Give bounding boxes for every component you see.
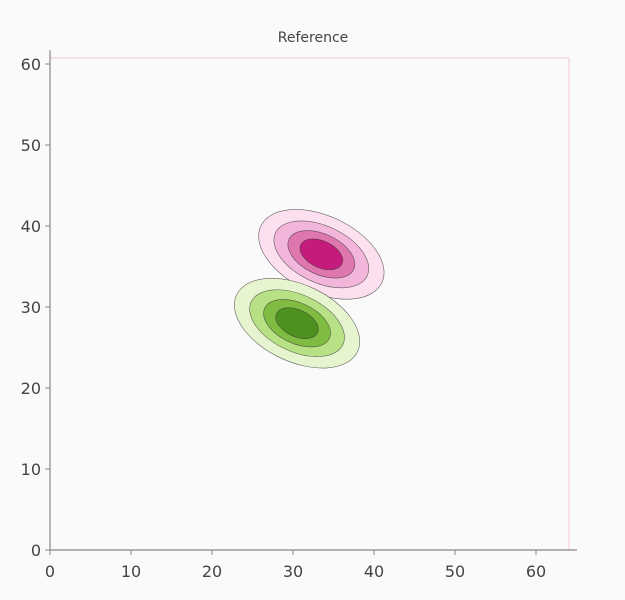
- y-tick-label: 50: [21, 136, 41, 155]
- x-tick-label: 50: [445, 562, 465, 581]
- y-tick-label: 30: [21, 298, 41, 317]
- y-axis-ticks: 0 10 20 30 40 50 60: [21, 55, 50, 560]
- y-tick-label: 40: [21, 217, 41, 236]
- positive-lobe: [258, 209, 385, 300]
- contour-layer: [234, 209, 385, 369]
- negative-contour-level-4: [275, 307, 319, 339]
- x-axis-ticks: 0 10 20 30 40 50 60: [45, 550, 546, 581]
- x-tick-label: 20: [202, 562, 222, 581]
- chart-title: Reference: [278, 30, 349, 46]
- y-tick-label: 60: [21, 55, 41, 74]
- y-tick-label: 20: [21, 379, 41, 398]
- y-tick-label: 10: [21, 460, 41, 479]
- x-tick-label: 60: [526, 562, 546, 581]
- negative-lobe: [234, 278, 361, 369]
- positive-contour-level-4: [299, 238, 343, 271]
- x-tick-label: 40: [364, 562, 384, 581]
- x-tick-label: 30: [283, 562, 303, 581]
- y-tick-label: 0: [31, 541, 41, 560]
- x-tick-label: 0: [45, 562, 55, 581]
- x-tick-label: 10: [121, 562, 141, 581]
